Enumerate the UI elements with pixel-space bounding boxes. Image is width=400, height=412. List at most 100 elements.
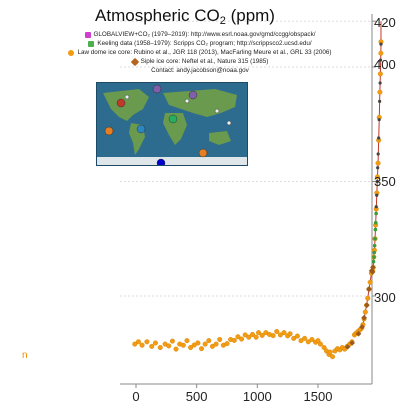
point-law_dome-1 xyxy=(135,339,141,345)
y-tick-label-420: 420 xyxy=(374,15,396,31)
point-siple-2 xyxy=(355,330,362,337)
legend-label-globalview: GLOBALVIEW+CO₂ (1979–2019): http://www.e… xyxy=(93,31,316,38)
point-law_dome-47 xyxy=(305,339,311,345)
x-tick-label-1500: 1500 xyxy=(303,389,333,404)
land-antarctica xyxy=(97,157,247,165)
point-law_dome-51 xyxy=(317,341,323,347)
legend-swatch-siple xyxy=(130,57,139,66)
point-law_dome-12 xyxy=(180,342,186,348)
point-law_dome-29 xyxy=(242,332,248,338)
point-law_dome-52 xyxy=(321,345,327,351)
point-keeling-6 xyxy=(373,220,378,225)
point-globalview-8 xyxy=(378,81,382,85)
point-law_dome-4 xyxy=(149,343,155,349)
point-law_dome-37 xyxy=(270,333,276,339)
point-law_dome-21 xyxy=(213,341,219,347)
point-law_dome-16 xyxy=(195,340,201,346)
point-law_dome-40 xyxy=(281,330,287,336)
point-law_dome-76 xyxy=(365,295,371,301)
x-tick-label-1000: 1000 xyxy=(242,389,272,404)
map-marker-6 xyxy=(168,114,178,124)
point-law_dome-24 xyxy=(224,341,230,347)
point-law_dome-74 xyxy=(362,309,368,315)
point-law_dome-27 xyxy=(235,334,241,340)
point-siple-4 xyxy=(361,314,367,321)
point-globalview-3 xyxy=(376,166,380,170)
point-law_dome-89 xyxy=(375,160,381,166)
legend-swatch-globalview xyxy=(84,31,91,38)
point-keeling-4 xyxy=(373,236,377,241)
point-law_dome-31 xyxy=(249,331,255,337)
map-marker-5 xyxy=(136,124,146,134)
point-law_dome-48 xyxy=(309,337,315,343)
point-keeling-3 xyxy=(372,243,377,248)
point-keeling-0 xyxy=(371,259,376,264)
point-law_dome-0 xyxy=(132,341,138,347)
point-globalview-6 xyxy=(377,118,381,122)
legend-label-keeling: Keeling data (1958–1979): Scripps CO₂ pr… xyxy=(97,40,312,47)
point-law_dome-20 xyxy=(209,343,215,349)
point-law_dome-50 xyxy=(315,338,321,344)
gridlines xyxy=(120,20,372,297)
world-map-image xyxy=(97,84,247,165)
x-tick-label-0: 0 xyxy=(132,389,140,404)
point-law_dome-9 xyxy=(169,338,175,344)
point-siple-3 xyxy=(359,324,365,330)
legend-label-law-dome: Law dome ice core: Rubino et al., JGR 11… xyxy=(77,49,332,56)
point-law_dome-38 xyxy=(274,328,280,334)
contact-line: Contact: andy.jacobson@noaa.gov xyxy=(20,66,380,75)
legend-label-siple: Siple ice core: Neftel et al., Nature 31… xyxy=(140,58,269,65)
axes xyxy=(120,14,376,388)
point-law_dome-8 xyxy=(166,343,172,349)
land-north-america xyxy=(103,89,149,121)
legend: GLOBALVIEW+CO₂ (1979–2019): http://www.e… xyxy=(20,30,380,75)
y-tick-label-400: 400 xyxy=(374,57,396,72)
point-law_dome-88 xyxy=(374,174,380,180)
point-law_dome-22 xyxy=(217,337,223,343)
point-globalview-1 xyxy=(375,193,379,197)
point-keeling-7 xyxy=(374,211,378,216)
point-siple-0 xyxy=(344,344,351,350)
point-law_dome-10 xyxy=(173,346,179,352)
point-law_dome-45 xyxy=(298,338,304,344)
legend-entry-law-dome: Law dome ice core: Rubino et al., JGR 11… xyxy=(20,48,380,57)
map-marker-3 xyxy=(152,84,162,94)
y-tick-label-350: 350 xyxy=(374,173,396,189)
point-globalview-7 xyxy=(378,99,382,103)
point-law_dome-93 xyxy=(377,71,383,77)
land-africa xyxy=(163,113,187,145)
point-law_dome-28 xyxy=(239,336,245,342)
point-law_dome-26 xyxy=(231,337,237,343)
point-siple-1 xyxy=(349,340,355,346)
map-marker-4 xyxy=(188,90,198,100)
map-marker-9 xyxy=(184,98,190,104)
point-siple-8 xyxy=(369,269,376,275)
map-markers xyxy=(104,84,232,165)
map-marker-11 xyxy=(226,120,232,126)
point-law_dome-94 xyxy=(378,50,384,56)
point-law_dome-33 xyxy=(256,330,262,336)
point-globalview-5 xyxy=(377,136,381,140)
point-keeling-1 xyxy=(372,255,376,259)
legend-swatch-keeling xyxy=(88,40,95,47)
point-siple-9 xyxy=(370,264,376,271)
point-globalview-2 xyxy=(375,179,379,184)
legend-entry-siple: Siple ice core: Neftel et al., Nature 31… xyxy=(20,57,380,66)
series-siple xyxy=(344,264,376,350)
point-globalview-9 xyxy=(379,58,383,62)
point-siple-5 xyxy=(364,302,370,308)
chart-title: Atmospheric CO2 (ppm) xyxy=(0,6,370,27)
point-law_dome-13 xyxy=(184,338,190,344)
legend-swatch-law-dome xyxy=(68,49,75,56)
point-globalview-0 xyxy=(374,205,378,209)
point-law_dome-32 xyxy=(253,334,259,340)
point-law_dome-19 xyxy=(206,338,212,344)
map-marker-0 xyxy=(116,98,126,108)
point-keeling-2 xyxy=(372,250,377,255)
point-law_dome-34 xyxy=(259,332,265,338)
chart-title-main: Atmospheric CO xyxy=(95,6,220,25)
point-law_dome-42 xyxy=(287,331,293,337)
contact-text: Contact: andy.jacobson@noaa.gov xyxy=(151,67,249,74)
point-law_dome-43 xyxy=(291,335,297,341)
